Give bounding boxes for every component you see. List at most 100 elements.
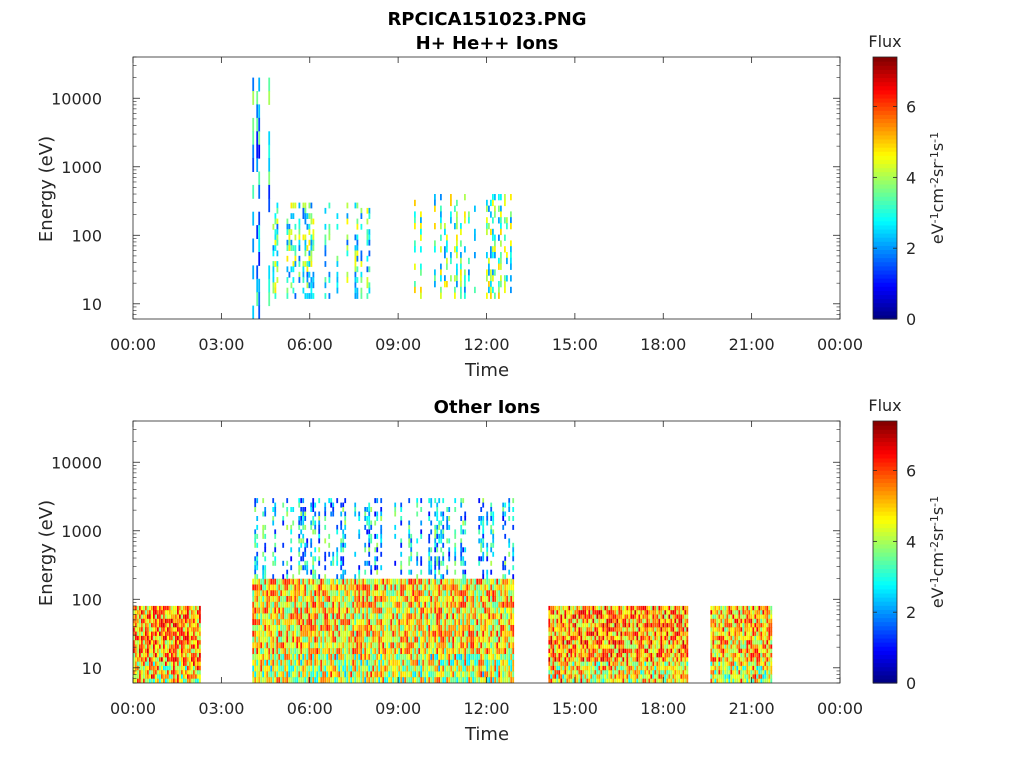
flux-bin	[432, 590, 435, 597]
flux-bin	[492, 659, 495, 667]
flux-bin	[334, 642, 337, 649]
flux-bin	[558, 640, 561, 645]
flux-bin	[165, 674, 167, 680]
flux-bin	[468, 619, 471, 626]
flux-bin	[374, 677, 377, 683]
flux-bin	[306, 277, 309, 283]
flux-bin	[612, 640, 615, 645]
flux-bin	[570, 618, 573, 624]
flux-bin	[446, 520, 449, 526]
flux-bin	[342, 636, 345, 643]
flux-bin	[406, 619, 409, 626]
flux-bin	[350, 625, 353, 632]
flux-bin	[256, 665, 259, 672]
flux-bin	[304, 636, 307, 643]
flux-bin	[480, 654, 483, 661]
flux-bin	[388, 665, 391, 672]
flux-bin	[474, 228, 476, 236]
flux-bin	[191, 678, 193, 683]
flux-bin	[488, 223, 490, 230]
flux-bin	[356, 255, 359, 262]
flux-bin	[308, 630, 311, 638]
flux-bin	[352, 642, 355, 649]
flux-bin	[458, 584, 461, 591]
flux-bin	[566, 670, 569, 675]
flux-bin	[400, 507, 403, 512]
flux-bin	[558, 614, 561, 620]
flux-bin	[460, 223, 462, 230]
flux-bin	[181, 610, 183, 615]
flux-bin	[147, 627, 149, 633]
flux-bin	[358, 677, 361, 683]
flux-bin	[380, 596, 383, 603]
flux-bin	[272, 596, 275, 603]
flux-bin	[268, 607, 271, 614]
flux-bin	[576, 657, 579, 663]
flux-bin	[600, 678, 603, 683]
flux-bin	[498, 578, 501, 585]
flux-bin	[588, 644, 591, 650]
flux-bin	[286, 229, 289, 235]
flux-bin	[364, 516, 367, 521]
flux-bin	[360, 271, 363, 278]
flux-bin	[468, 211, 470, 218]
flux-bin	[438, 659, 441, 667]
flux-bin	[394, 630, 397, 638]
flux-bin	[464, 516, 467, 521]
flux-bin	[570, 661, 573, 667]
flux-bin	[500, 636, 503, 643]
flux-bin	[434, 654, 437, 661]
flux-bin	[602, 653, 605, 658]
flux-bin	[478, 584, 481, 591]
flux-bin	[175, 610, 177, 615]
flux-bin	[310, 287, 313, 294]
flux-bin	[496, 636, 499, 643]
flux-bin	[614, 653, 617, 658]
flux-bin	[510, 642, 513, 649]
flux-bin	[454, 542, 457, 548]
flux-bin	[486, 223, 488, 230]
flux-bin	[336, 659, 339, 667]
flux-bin	[139, 670, 141, 675]
flux-bin	[496, 578, 499, 585]
flux-bin	[266, 625, 269, 632]
flux-bin	[388, 642, 391, 649]
flux-bin	[472, 578, 475, 585]
flux-bin	[155, 674, 157, 680]
flux-bin	[392, 677, 395, 683]
flux-bin	[554, 618, 557, 624]
flux-bin	[588, 657, 591, 663]
flux-bin	[326, 654, 329, 661]
flux-bin	[510, 275, 512, 282]
flux-bin	[296, 596, 299, 603]
flux-bin	[336, 524, 339, 530]
flux-bin	[328, 659, 331, 667]
flux-bin	[410, 584, 413, 591]
flux-bin	[504, 619, 507, 626]
flux-bin	[252, 117, 255, 132]
flux-bin	[258, 613, 261, 620]
flux-bin	[408, 654, 411, 661]
flux-bin	[326, 590, 329, 597]
flux-bin	[464, 269, 466, 276]
flux-bin	[592, 631, 595, 637]
flux-bin	[560, 648, 563, 654]
flux-bin	[506, 613, 509, 620]
flux-bin	[173, 648, 175, 654]
flux-bin	[362, 578, 365, 585]
flux-bin	[498, 257, 500, 265]
flux-bin	[348, 630, 351, 638]
flux-bin	[594, 661, 597, 667]
flux-bin	[598, 627, 601, 633]
flux-bin	[354, 648, 357, 655]
flux-bin	[608, 665, 611, 671]
flux-bin	[324, 551, 327, 557]
flux-bin	[616, 610, 619, 615]
flux-bin	[580, 648, 583, 654]
flux-bin	[328, 654, 331, 661]
flux-bin	[274, 511, 277, 517]
flux-bin	[362, 636, 365, 643]
flux-bin	[420, 246, 422, 253]
flux-bin	[254, 560, 257, 566]
flux-bin	[418, 630, 421, 638]
